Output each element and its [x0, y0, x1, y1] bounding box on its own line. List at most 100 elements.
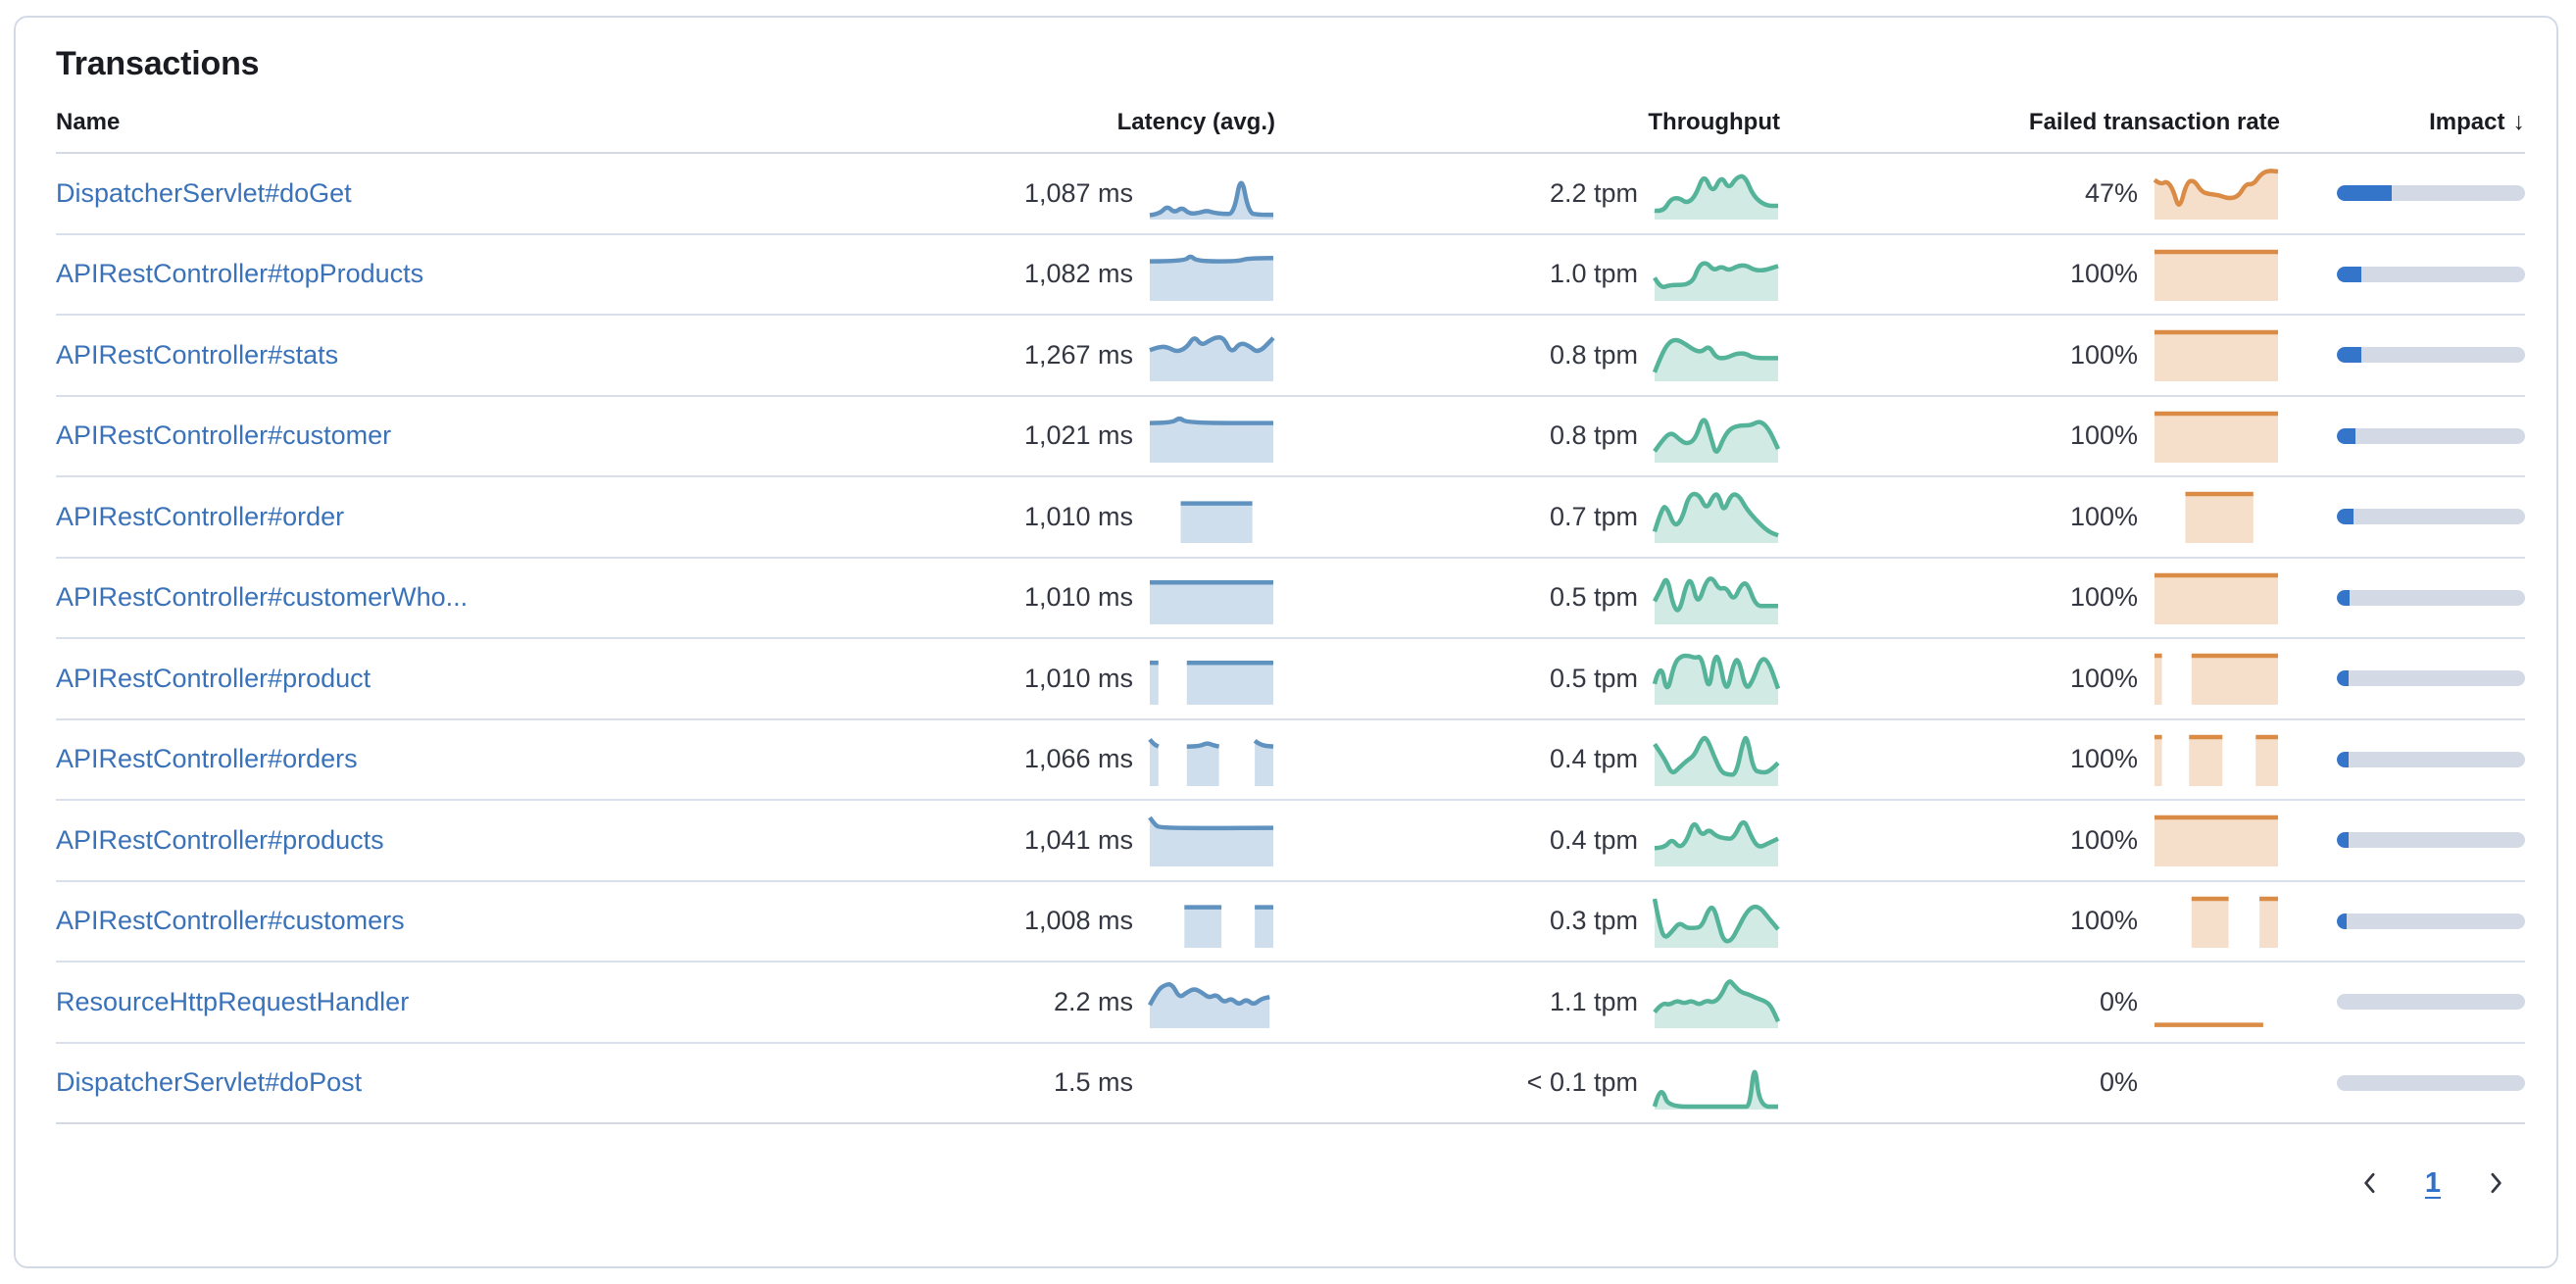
failed-rate-value: 100% [2069, 582, 2138, 613]
impact-cell [2280, 1074, 2525, 1091]
impact-bar-track [2337, 670, 2525, 687]
impact-bar-fill [2337, 589, 2351, 606]
impact-bar-track [2337, 751, 2525, 767]
column-header-impact[interactable]: Impact ↓ [2429, 108, 2525, 135]
latency-sparkline [1148, 895, 1275, 948]
throughput-value: 2.2 tpm [1549, 177, 1638, 208]
impact-bar-track [2337, 1074, 2525, 1091]
failed-rate-cell: 100% [1780, 328, 2280, 382]
throughput-value: 0.8 tpm [1549, 339, 1638, 370]
failed-rate-value: 100% [2069, 906, 2138, 936]
throughput-sparkline [1653, 975, 1781, 1029]
latency-cell: 1,008 ms [922, 895, 1275, 948]
throughput-value: 0.5 tpm [1549, 663, 1638, 693]
chevron-right-icon [2491, 1172, 2502, 1194]
transaction-link[interactable]: APIRestController#customer [56, 420, 392, 451]
throughput-cell: 0.8 tpm [1275, 328, 1780, 382]
table-row: APIRestController#stats 1,267 ms 0.8 tpm… [56, 316, 2525, 397]
throughput-value: 1.0 tpm [1549, 259, 1638, 289]
failed-rate-cell: 47% [1780, 167, 2280, 221]
name-cell: APIRestController#product [56, 664, 922, 694]
transaction-link[interactable]: APIRestController#customers [56, 906, 405, 936]
previous-page-button[interactable] [2343, 1156, 2398, 1210]
table-row: ResourceHttpRequestHandler 2.2 ms 1.1 tp… [56, 963, 2525, 1044]
latency-sparkline [1148, 167, 1275, 221]
column-header-latency[interactable]: Latency (avg.) [1116, 109, 1275, 135]
throughput-cell: 0.5 tpm [1275, 652, 1781, 706]
failed-rate-sparkline [2153, 1057, 2280, 1110]
table-row: APIRestController#product 1,010 ms 0.5 t… [56, 639, 2525, 720]
latency-value: 1.5 ms [1053, 1067, 1133, 1098]
failed-rate-value: 100% [2069, 420, 2138, 451]
failed-rate-cell: 100% [1780, 410, 2280, 463]
latency-cell: 1,087 ms [922, 167, 1275, 221]
impact-cell [2280, 589, 2525, 606]
transaction-link[interactable]: APIRestController#products [56, 824, 384, 855]
failed-rate-sparkline [2153, 410, 2280, 463]
throughput-sparkline [1652, 895, 1780, 948]
impact-cell [2280, 427, 2525, 444]
latency-sparkline [1148, 571, 1275, 624]
impact-cell [2280, 185, 2525, 202]
impact-bar-fill [2337, 509, 2354, 525]
transaction-link[interactable]: APIRestController#product [56, 663, 372, 693]
throughput-value: 0.8 tpm [1549, 420, 1638, 451]
throughput-value: 0.7 tpm [1549, 501, 1638, 531]
impact-bar-track [2337, 589, 2525, 606]
name-cell: APIRestController#orders [56, 744, 922, 774]
transaction-link[interactable]: APIRestController#topProducts [56, 259, 424, 289]
failed-rate-sparkline [2153, 975, 2280, 1028]
latency-sparkline [1148, 733, 1275, 786]
column-header-throughput[interactable]: Throughput [1648, 109, 1780, 135]
latency-cell: 1,010 ms [922, 490, 1275, 544]
latency-value: 1,267 ms [1023, 339, 1133, 370]
throughput-value: 0.3 tpm [1549, 906, 1638, 936]
latency-cell: 1.5 ms [922, 1057, 1275, 1110]
failed-rate-value: 0% [2099, 986, 2138, 1016]
transactions-panel: Transactions Name Latency (avg.) Through… [14, 16, 2558, 1268]
latency-sparkline [1148, 652, 1275, 706]
impact-bar-track [2337, 347, 2525, 364]
impact-bar-fill [2337, 832, 2349, 849]
throughput-cell: 1.1 tpm [1275, 975, 1781, 1029]
column-header-failed-rate[interactable]: Failed transaction rate [2028, 109, 2280, 135]
transaction-link[interactable]: APIRestController#customerWho... [56, 582, 469, 613]
throughput-sparkline [1652, 1057, 1780, 1110]
latency-value: 1,010 ms [1023, 663, 1133, 693]
transaction-link[interactable]: APIRestController#order [56, 501, 345, 531]
failed-rate-value: 100% [2069, 744, 2138, 774]
failed-rate-value: 100% [2069, 663, 2138, 693]
impact-cell [2280, 509, 2525, 525]
latency-value: 1,041 ms [1023, 824, 1133, 855]
latency-cell: 1,010 ms [922, 652, 1275, 706]
failed-rate-cell: 0% [1780, 975, 2280, 1028]
latency-sparkline [1148, 410, 1275, 463]
transaction-link[interactable]: DispatcherServlet#doGet [56, 177, 352, 208]
latency-value: 1,008 ms [1023, 906, 1133, 936]
table-row: APIRestController#orders 1,066 ms 0.4 tp… [56, 720, 2525, 801]
transaction-link[interactable]: APIRestController#stats [56, 339, 339, 370]
table-row: APIRestController#products 1,041 ms 0.4 … [56, 801, 2525, 882]
impact-bar-fill [2337, 347, 2361, 364]
throughput-cell: 1.0 tpm [1275, 248, 1780, 301]
latency-value: 1,087 ms [1023, 177, 1133, 208]
next-page-button[interactable] [2468, 1156, 2523, 1210]
latency-cell: 1,066 ms [922, 733, 1275, 786]
transaction-link[interactable]: ResourceHttpRequestHandler [56, 986, 410, 1016]
throughput-sparkline [1652, 652, 1781, 706]
impact-bar-fill [2337, 427, 2356, 444]
impact-cell [2280, 832, 2525, 849]
column-header-name: Name [56, 109, 121, 135]
page-number-1[interactable]: 1 [2424, 1166, 2442, 1199]
failed-rate-sparkline [2153, 652, 2280, 706]
transaction-link[interactable]: DispatcherServlet#doPost [56, 1067, 363, 1098]
throughput-cell: 0.4 tpm [1275, 814, 1780, 867]
throughput-sparkline [1652, 328, 1780, 382]
latency-value: 1,021 ms [1023, 420, 1133, 451]
latency-cell: 1,082 ms [922, 248, 1275, 301]
impact-cell [2280, 347, 2525, 364]
throughput-value: 1.1 tpm [1549, 986, 1638, 1016]
table-row: APIRestController#topProducts 1,082 ms 1… [56, 235, 2525, 316]
transaction-link[interactable]: APIRestController#orders [56, 744, 358, 774]
throughput-value: < 0.1 tpm [1526, 1067, 1638, 1098]
